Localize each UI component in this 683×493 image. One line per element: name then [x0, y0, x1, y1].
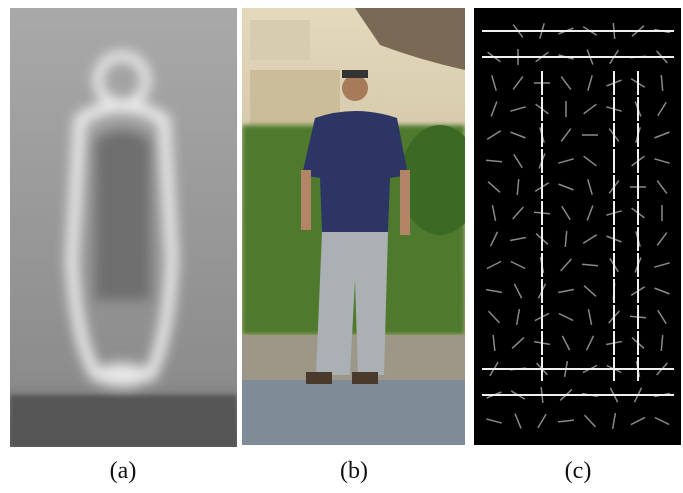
shoe — [306, 372, 332, 384]
panel-a-image — [10, 8, 237, 447]
panel-c-image — [474, 8, 681, 445]
panel-b-image — [242, 8, 480, 445]
arm — [301, 170, 311, 230]
panel-label: (b) — [340, 458, 368, 484]
window — [250, 20, 310, 60]
ground-band — [10, 395, 237, 447]
page: (a) (b) (c) (() => { const data = JSON.p… — [0, 0, 683, 493]
panel-label: (a) — [110, 458, 137, 484]
feet — [94, 363, 150, 387]
arm — [400, 170, 410, 235]
pavement — [242, 380, 465, 445]
shoe — [352, 372, 378, 384]
cap-hat — [342, 70, 368, 78]
panel-label: (c) — [565, 458, 592, 484]
body-interior — [95, 130, 150, 300]
head — [342, 75, 368, 101]
figure: (a) (b) (c) — [0, 0, 683, 493]
tree — [400, 125, 480, 235]
